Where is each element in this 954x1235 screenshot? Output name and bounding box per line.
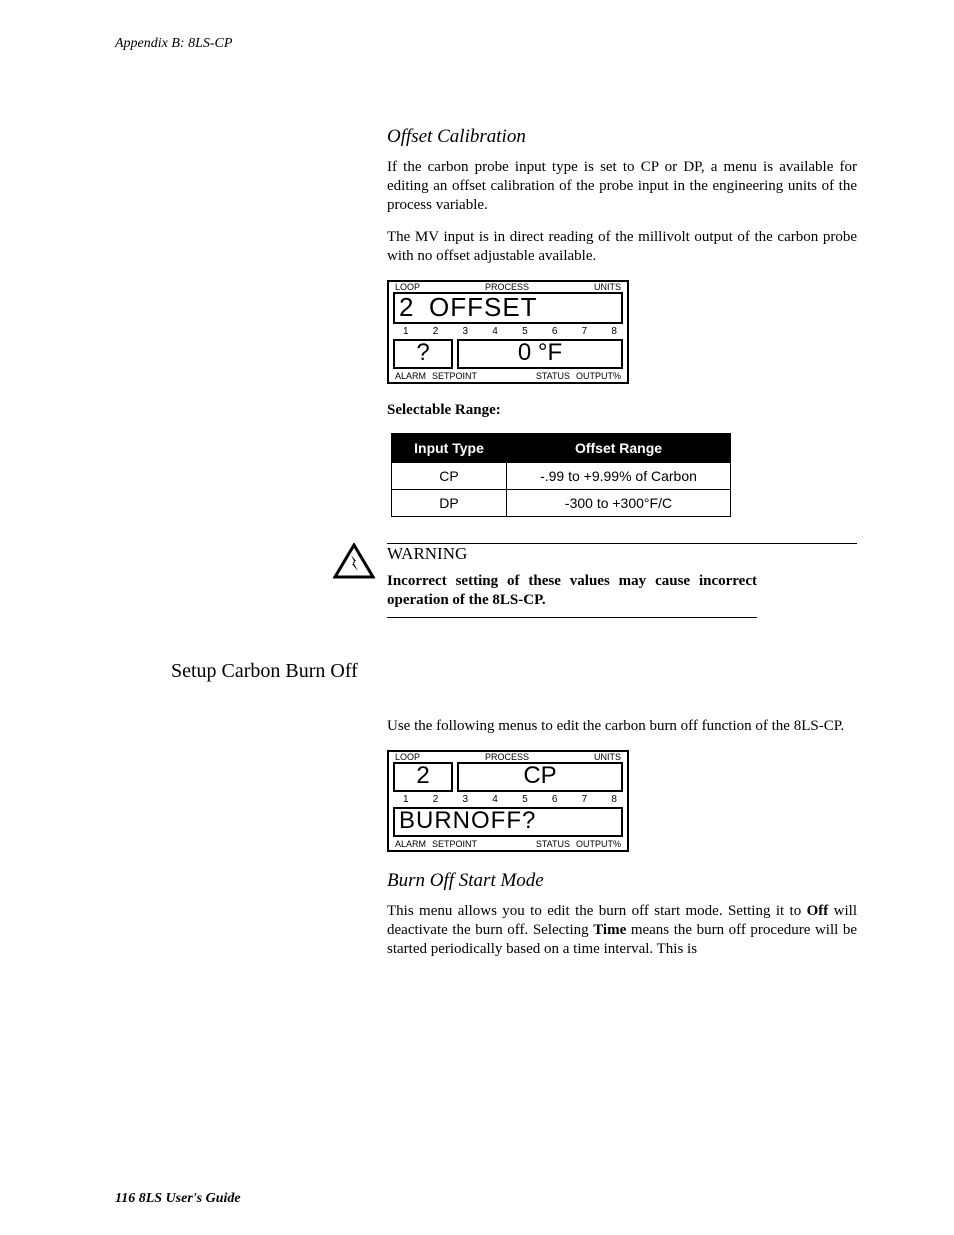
lcd2-label-status: STATUS — [536, 839, 570, 849]
lcd2-label-process: PROCESS — [485, 752, 529, 762]
page-footer: 116 8LS User's Guide — [115, 1191, 241, 1207]
warning-block: WARNING Incorrect setting of these value… — [333, 543, 857, 619]
offset-calibration-heading: Offset Calibration — [387, 126, 857, 148]
lcd2-digit: 7 — [582, 794, 588, 805]
table-header-offset-range: Offset Range — [507, 433, 731, 462]
lcd1-digit: 4 — [492, 326, 498, 337]
lcd1-label-output: OUTPUT% — [576, 371, 621, 381]
warning-icon — [333, 543, 375, 581]
lcd-display-offset: LOOP PROCESS UNITS 2 OFFSET 1 2 3 4 5 6 … — [387, 280, 629, 384]
lcd1-label-process: PROCESS — [485, 282, 529, 292]
lcd2-line1-left: 2 — [393, 762, 453, 792]
table-row: DP -300 to +300°F/C — [392, 489, 731, 516]
lcd1-digit: 8 — [611, 326, 617, 337]
lcd1-digit: 3 — [463, 326, 469, 337]
lcd2-label-loop: LOOP — [395, 752, 420, 762]
lcd1-label-loop: LOOP — [395, 282, 420, 292]
text-bold-time: Time — [593, 922, 626, 938]
warning-title: WARNING — [387, 543, 857, 564]
lcd2-digit: 8 — [611, 794, 617, 805]
lcd1-line1-left: 2 — [399, 294, 429, 320]
lcd2-digit: 5 — [522, 794, 528, 805]
lcd2-label-output: OUTPUT% — [576, 839, 621, 849]
lcd1-label-setpoint: SETPOINT — [432, 371, 477, 381]
burnoff-start-mode-p1: This menu allows you to edit the burn of… — [387, 902, 857, 958]
burnoff-intro: Use the following menus to edit the carb… — [387, 717, 857, 736]
lcd2-digit: 2 — [433, 794, 439, 805]
offset-calibration-p1: If the carbon probe input type is set to… — [387, 158, 857, 214]
lcd2-line1-right: CP — [457, 762, 623, 792]
text-bold-off: Off — [807, 903, 829, 919]
table-header-input-type: Input Type — [392, 433, 507, 462]
lcd2-digit: 4 — [492, 794, 498, 805]
table-cell: DP — [392, 489, 507, 516]
lcd1-digit: 2 — [433, 326, 439, 337]
lcd1-line1-right: OFFSET — [429, 294, 538, 320]
lcd2-label-units: UNITS — [594, 752, 621, 762]
burnoff-start-mode-heading: Burn Off Start Mode — [387, 870, 857, 892]
lcd1-label-units: UNITS — [594, 282, 621, 292]
lcd-display-burnoff: LOOP PROCESS UNITS 2 CP 1 2 3 4 5 6 7 8 … — [387, 750, 629, 852]
lcd2-line2: BURNOFF? — [393, 807, 623, 837]
lcd1-digit: 5 — [522, 326, 528, 337]
lcd1-line2-left: ? — [393, 339, 453, 369]
lcd2-digit: 1 — [403, 794, 409, 805]
selectable-range-label: Selectable Range: — [387, 402, 857, 419]
lcd2-label-alarm: ALARM — [395, 839, 426, 849]
lcd2-digit: 6 — [552, 794, 558, 805]
lcd1-digit: 1 — [403, 326, 409, 337]
setup-carbon-burnoff-heading: Setup Carbon Burn Off — [171, 660, 857, 683]
lcd1-label-status: STATUS — [536, 371, 570, 381]
offset-calibration-p2: The MV input is in direct reading of the… — [387, 228, 857, 266]
page-header: Appendix B: 8LS-CP — [115, 36, 854, 52]
lcd1-digit-row: 1 2 3 4 5 6 7 8 — [389, 326, 627, 339]
offset-range-table: Input Type Offset Range CP -.99 to +9.99… — [391, 433, 731, 517]
table-cell: -300 to +300°F/C — [507, 489, 731, 516]
lcd1-digit: 7 — [582, 326, 588, 337]
table-cell: -.99 to +9.99% of Carbon — [507, 462, 731, 489]
lcd2-digit: 3 — [463, 794, 469, 805]
table-row: CP -.99 to +9.99% of Carbon — [392, 462, 731, 489]
lcd1-line1: 2 OFFSET — [393, 292, 623, 324]
warning-body: Incorrect setting of these values may ca… — [387, 572, 757, 619]
lcd1-label-alarm: ALARM — [395, 371, 426, 381]
table-cell: CP — [392, 462, 507, 489]
lcd2-label-setpoint: SETPOINT — [432, 839, 477, 849]
lcd1-line2-right: 0 °F — [457, 339, 623, 369]
lcd2-digit-row: 1 2 3 4 5 6 7 8 — [389, 794, 627, 807]
text-fragment: This menu allows you to edit the burn of… — [387, 903, 807, 919]
lcd1-digit: 6 — [552, 326, 558, 337]
